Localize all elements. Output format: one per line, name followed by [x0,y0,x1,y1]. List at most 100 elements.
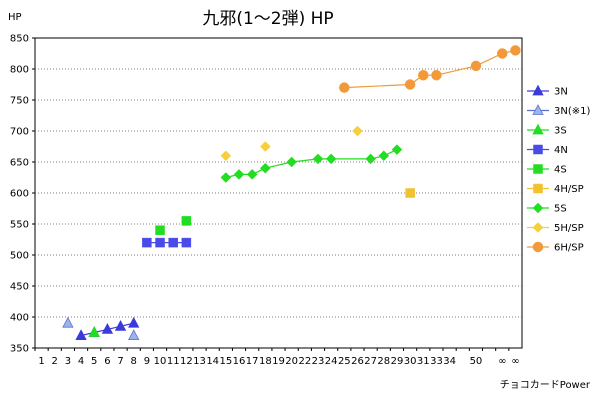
x-tick-label: 31 [417,356,430,367]
x-tick-label: 15 [219,356,232,367]
data-point-3n-1 [128,329,140,341]
data-point-5s [286,156,298,168]
y-tick-label: 500 [10,251,29,262]
legend-label-3n: 3N [554,87,568,98]
y-tick-label: 650 [10,158,29,169]
y-axis-ticks: 350 400 450 500 550 600 650 700 750 800 850 [10,34,29,355]
x-tick-label: 16 [233,356,246,367]
x-tick-label: 14 [206,356,219,367]
data-point-5h-sp [352,125,363,137]
x-tick-label: 17 [246,356,259,367]
legend-label-3s: 3S [554,126,567,137]
y-tick-label: 350 [10,344,29,355]
gridlines [32,37,523,351]
data-point-5s [312,153,324,165]
x-tick-label: 1 [38,356,44,367]
legend-marker-4h-sp [533,183,543,194]
credit-text: チョコカードPower [500,379,591,391]
legend-marker-4n [533,144,543,155]
y-tick-label: 750 [10,96,29,107]
legend-label-4h-sp: 4H/SP [554,184,584,195]
y-tick-label: 550 [10,220,29,231]
data-point-4n [181,237,192,248]
legend-marker-3n [532,84,544,96]
legend-label-5h-sp: 5H/SP [554,223,584,234]
data-point-4n [142,237,152,248]
legend-label-3n-1: 3N(※1) [554,106,590,117]
data-point-4n [168,237,178,248]
x-tick-label: 28 [377,356,390,367]
legend-marker-4s [533,164,543,174]
data-point-4s [155,225,165,235]
legend-marker-3n-1 [532,104,544,115]
series-markers [62,45,521,341]
data-point-3s [88,326,100,337]
x-tick-label: 5 [91,356,97,367]
legend-label-5s: 5S [554,204,567,215]
series-line-5s [225,149,398,179]
x-axis-ticks: 1 2 3 4 5 6 7 8 9 10 11 12 13 14 15 16 17 18 19 20 22 23 24 25 2… [38,356,519,367]
legend-marker-6h-sp [532,241,544,253]
data-point-6h-sp [418,69,429,81]
legend-label-4s: 4S [554,165,567,176]
data-point-5h-sp [220,150,232,162]
data-point-5s [391,144,403,155]
x-tick-label: 9 [144,356,150,367]
data-point-6h-sp [510,45,521,56]
x-tick-label: 7 [117,356,123,367]
y-tick-label: 450 [10,282,29,293]
data-point-6h-sp [339,82,350,93]
data-point-4s [181,216,192,226]
y-tick-label: 800 [10,65,29,76]
y-tick-label: 700 [10,127,29,138]
x-tick-label: 10 [154,356,167,367]
data-point-3n [128,316,140,328]
data-point-5h-sp [259,141,271,152]
x-tick-label: 25 [338,356,351,367]
data-point-3n-1 [62,316,74,328]
data-point-5s [246,169,258,180]
x-tick-label: 22 [298,356,311,367]
x-tick-label: ∞ [511,356,519,367]
data-point-4n [155,237,165,248]
x-tick-label: 27 [364,356,377,367]
x-tick-label: 29 [391,356,404,367]
series-line-6h-sp [344,49,516,89]
legend-label-4n: 4N [554,145,568,156]
x-tick-label: 23 [312,356,325,367]
legend: 3N 3N(※1) 3S 4N 4S 4H/SP 5S 5H/SP 6H/SP [527,84,590,254]
data-point-5s [325,153,337,165]
data-point-3n [75,329,87,341]
data-point-5s [220,172,232,183]
x-tick-label: 4 [78,356,84,367]
data-point-5s [378,150,390,162]
x-tick-label: 33 [430,356,443,367]
data-point-4h-sp [405,188,415,198]
x-tick-label: 11 [167,356,180,367]
x-tick-label: 50 [470,356,483,367]
x-tick-label: 3 [65,356,71,367]
data-point-6h-sp [470,60,482,72]
legend-label-6h-sp: 6H/SP [554,243,584,254]
x-tick-label: 26 [351,356,364,367]
y-axis-label: HP [8,12,22,23]
y-tick-label: 600 [10,189,29,200]
legend-marker-5h-sp [532,222,544,233]
data-point-6h-sp [497,48,508,59]
x-tick-label: 18 [259,356,272,367]
x-tick-label: 20 [285,356,298,367]
x-tick-label: 2 [52,356,58,367]
x-tick-label: 34 [443,356,456,367]
x-tick-label: 30 [404,356,417,367]
x-tick-label: 13 [193,356,206,367]
data-point-5s [365,153,376,165]
x-tick-label: 24 [325,356,338,367]
legend-marker-5s [532,202,544,214]
data-point-6h-sp [431,69,442,81]
x-tick-label: 8 [131,356,137,367]
data-point-6h-sp [404,79,416,90]
x-tick-label: ∞ [498,356,506,367]
x-tick-label: 19 [272,356,285,367]
data-point-3n [101,323,114,334]
